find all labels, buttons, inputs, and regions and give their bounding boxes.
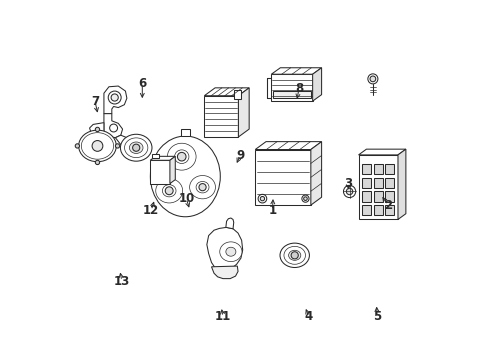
Text: 12: 12: [143, 204, 159, 217]
Polygon shape: [204, 88, 249, 96]
Bar: [204, 96, 238, 137]
Text: 3: 3: [344, 177, 352, 190]
Ellipse shape: [162, 185, 176, 197]
Text: 8: 8: [294, 82, 303, 95]
Polygon shape: [115, 135, 132, 148]
Ellipse shape: [155, 179, 182, 203]
Bar: [152, 154, 159, 158]
Polygon shape: [310, 141, 321, 205]
Circle shape: [95, 127, 100, 132]
Circle shape: [303, 197, 306, 201]
Text: 1: 1: [268, 204, 276, 217]
Text: 10: 10: [178, 192, 194, 205]
Bar: [255, 149, 310, 205]
Bar: [271, 74, 312, 101]
Ellipse shape: [81, 133, 113, 159]
Circle shape: [111, 94, 118, 101]
Text: 4: 4: [305, 310, 312, 324]
Ellipse shape: [196, 181, 208, 193]
Polygon shape: [89, 123, 104, 134]
Polygon shape: [397, 149, 405, 220]
Bar: [384, 192, 394, 202]
Bar: [358, 155, 397, 220]
Bar: [373, 192, 382, 202]
Circle shape: [132, 144, 140, 151]
Text: 2: 2: [383, 199, 391, 212]
Circle shape: [301, 195, 308, 202]
Polygon shape: [271, 68, 321, 74]
Bar: [234, 90, 240, 99]
Polygon shape: [206, 227, 242, 270]
Polygon shape: [104, 86, 126, 114]
Bar: [266, 78, 271, 98]
Ellipse shape: [120, 134, 152, 161]
Circle shape: [367, 74, 377, 84]
Polygon shape: [255, 141, 321, 149]
Circle shape: [260, 197, 264, 201]
Polygon shape: [238, 88, 249, 137]
Ellipse shape: [167, 143, 196, 170]
Circle shape: [92, 140, 102, 151]
Circle shape: [115, 144, 120, 148]
Text: 6: 6: [138, 77, 146, 90]
Text: 11: 11: [214, 310, 231, 324]
Ellipse shape: [225, 247, 235, 256]
Ellipse shape: [174, 150, 188, 163]
Circle shape: [95, 160, 100, 165]
Bar: [273, 91, 310, 98]
Ellipse shape: [150, 136, 220, 217]
Bar: [362, 178, 371, 188]
Bar: [384, 178, 394, 188]
Bar: [362, 205, 371, 215]
Bar: [373, 178, 382, 188]
Polygon shape: [211, 266, 238, 279]
Circle shape: [199, 184, 206, 191]
Text: 13: 13: [114, 275, 130, 288]
Bar: [384, 164, 394, 174]
Text: 5: 5: [372, 310, 381, 324]
Polygon shape: [225, 218, 233, 229]
Ellipse shape: [189, 176, 215, 199]
Bar: [181, 129, 189, 136]
Circle shape: [343, 185, 355, 198]
Circle shape: [369, 76, 375, 82]
Polygon shape: [169, 156, 175, 184]
Circle shape: [108, 91, 121, 104]
Circle shape: [165, 187, 173, 195]
Bar: [373, 164, 382, 174]
Text: 9: 9: [236, 149, 244, 162]
Polygon shape: [312, 68, 321, 101]
Ellipse shape: [124, 138, 147, 158]
Text: 7: 7: [91, 95, 99, 108]
Polygon shape: [358, 149, 405, 155]
Circle shape: [177, 152, 185, 161]
Bar: [373, 205, 382, 215]
Circle shape: [109, 124, 117, 132]
Bar: [362, 164, 371, 174]
Ellipse shape: [280, 243, 309, 267]
Circle shape: [75, 144, 80, 148]
Bar: [384, 205, 394, 215]
Circle shape: [290, 252, 298, 259]
Ellipse shape: [284, 246, 305, 264]
Bar: [150, 160, 169, 184]
Circle shape: [346, 188, 352, 195]
Ellipse shape: [129, 142, 142, 153]
Polygon shape: [104, 114, 122, 138]
Ellipse shape: [79, 130, 116, 162]
Bar: [362, 192, 371, 202]
Ellipse shape: [219, 242, 242, 262]
Polygon shape: [150, 156, 175, 160]
Ellipse shape: [288, 250, 300, 260]
Circle shape: [258, 194, 266, 203]
